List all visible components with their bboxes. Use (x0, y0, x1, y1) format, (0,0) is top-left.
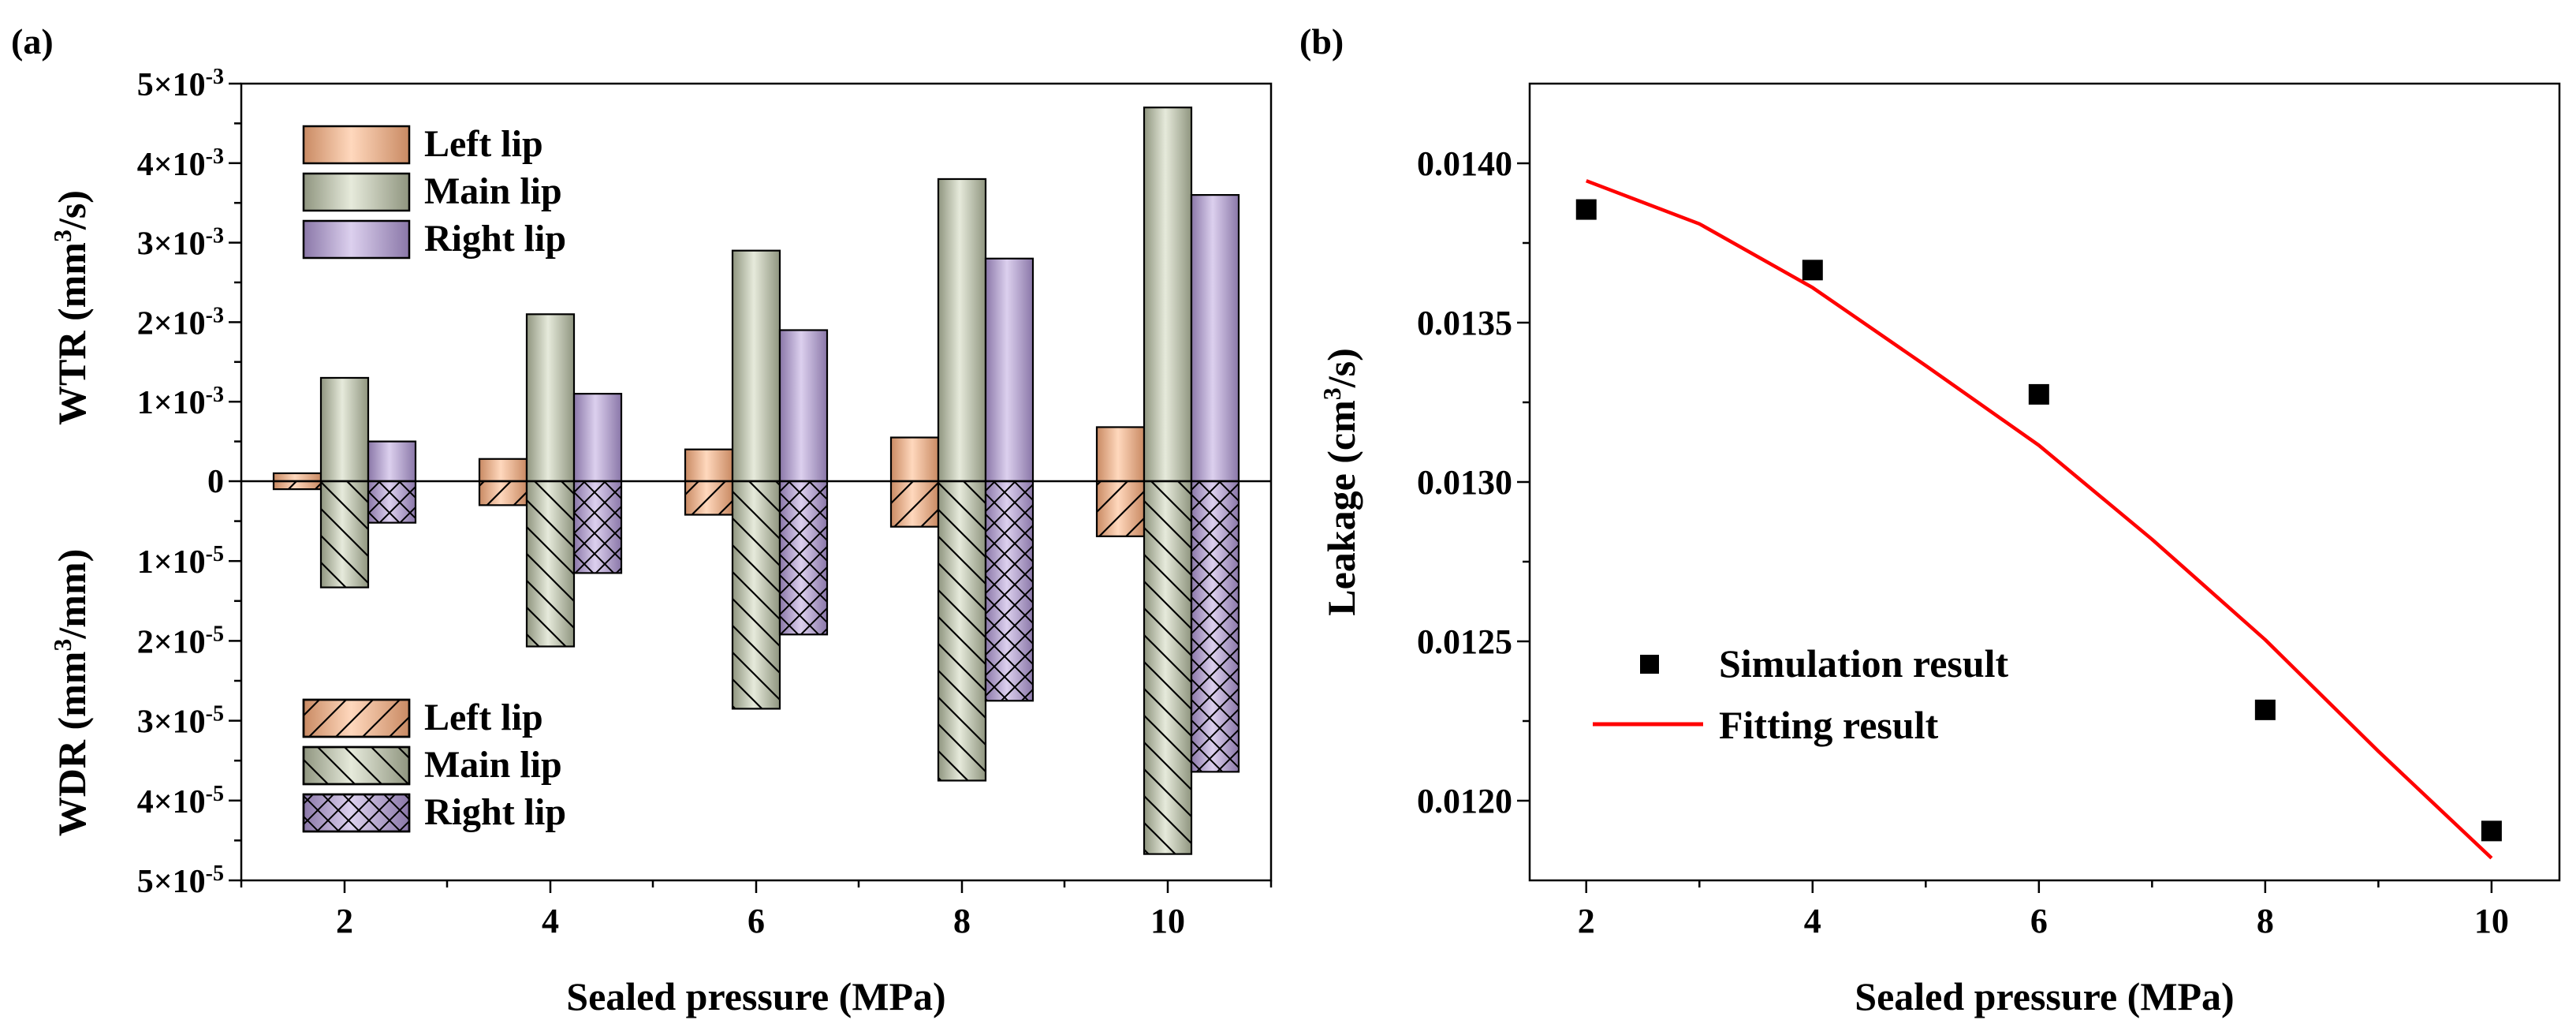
legend-hatch-main-lip (302, 745, 411, 786)
x-tick-label-a-2: 2 (336, 902, 353, 940)
bar-wtr-right-lip-2 (367, 440, 417, 483)
y-tick-label-b-0.0135: 0.0135 (1417, 304, 1512, 342)
y-tick-label-wdr-5: 5×10-5 (137, 861, 224, 901)
bar-wtr-main-lip-8 (937, 177, 987, 483)
legend-wdr: Left lip Main lip Right lip (302, 697, 566, 833)
x-tick-label-b-10: 10 (2474, 902, 2509, 940)
panel-b-axes: 2 4 6 8 10 0.0120 0.0125 0.0130 0.0135 0.0140 (1417, 144, 2509, 940)
legend-label-main-lip-wdr: Main lip (424, 744, 562, 786)
x-tick-label-b-6: 6 (2030, 902, 2048, 940)
y-tick-label-wdr-4: 4×10-5 (137, 781, 224, 820)
wdr-axis-label: WDR (mm3/mm) (48, 549, 94, 837)
y-tick-label-wtr-4: 4×10-3 (137, 144, 224, 183)
bar-wtr-main-lip-4 (525, 313, 576, 483)
y-tick-label-wtr-1: 1×10-3 (137, 383, 224, 422)
x-tick-label-a-4: 4 (542, 902, 559, 940)
y-tick-label-wdr-1: 1×10-5 (137, 542, 224, 581)
legend-hatch-right-lip (302, 793, 411, 833)
wtr-axis-label: WTR (mm3/s) (48, 190, 94, 425)
x-tick-label-b-2: 2 (1578, 902, 1595, 940)
bar-wdr-hatch-left-lip-10 (1095, 480, 1146, 537)
legend-label-main-lip: Main lip (424, 170, 562, 212)
bar-wdr-hatch-main-lip-6 (731, 480, 781, 710)
panel-b-frame (1528, 82, 2561, 882)
bar-wdr-hatch-left-lip-4 (478, 480, 528, 506)
simulation-point-6 (2028, 383, 2049, 405)
bar-wdr-hatch-right-lip-2 (367, 480, 417, 524)
bar-wtr-main-lip-10 (1143, 106, 1193, 483)
legend-label-fitting: Fitting result (1719, 703, 1939, 747)
legend-hatch-left-lip (302, 698, 411, 738)
bar-wdr-hatch-right-lip-6 (778, 480, 829, 636)
y-tick-label-wtr-2: 2×10-3 (137, 303, 224, 342)
bar-wtr-right-lip-10 (1190, 194, 1240, 483)
panel-a: (a) 2 4 6 8 10 1×10-3 2×10-3 3×10-3 4×10-3 5×10-3… (11, 21, 1273, 1018)
x-tick-label-b-4: 4 (1804, 902, 1821, 940)
legend-label-right-lip: Right lip (424, 218, 566, 260)
simulation-point-4 (1802, 260, 1823, 281)
legend-label-left-lip-wdr: Left lip (424, 697, 543, 738)
legend-marker-simulation (1640, 655, 1659, 674)
bar-wtr-main-lip-2 (319, 376, 370, 483)
legend-label-right-lip-wdr: Right lip (424, 791, 566, 833)
legend-swatch-main-lip (302, 172, 411, 212)
bar-wtr-right-lip-6 (778, 329, 829, 483)
panel-b-x-axis-label: Sealed pressure (MPa) (1855, 974, 2234, 1018)
y-tick-label-b-0.0130: 0.0130 (1417, 463, 1512, 502)
y-tick-label-b-0.0120: 0.0120 (1417, 782, 1512, 820)
legend-label-left-lip: Left lip (424, 123, 543, 165)
bar-wdr-hatch-main-lip-10 (1143, 480, 1193, 855)
y-tick-label-wtr-5: 5×10-3 (137, 65, 224, 104)
fitting-result-line (1585, 179, 2493, 860)
bar-wtr-left-lip-10 (1095, 426, 1146, 483)
bar-wdr-hatch-right-lip-4 (572, 480, 623, 574)
bar-wdr-hatch-left-lip-8 (889, 480, 940, 528)
panel-b-plot (1575, 179, 2502, 860)
y-tick-label-wdr-3: 3×10-5 (137, 701, 224, 741)
legend-wtr: Left lip Main lip Right lip (302, 123, 566, 260)
bar-wtr-left-lip-8 (889, 436, 940, 483)
bar-wtr-left-lip-4 (478, 458, 528, 483)
panel-a-x-axis-label: Sealed pressure (MPa) (566, 974, 945, 1018)
bar-wdr-hatch-right-lip-8 (984, 480, 1035, 702)
panel-b-label: (b) (1299, 21, 1344, 62)
legend-b: Simulation result Fitting result (1593, 641, 2009, 747)
bar-wtr-main-lip-6 (731, 249, 781, 483)
simulation-point-10 (2481, 820, 2502, 842)
x-tick-label-a-6: 6 (747, 902, 765, 940)
leakage-axis-label: Leakage (cm3/s) (1318, 348, 1363, 616)
panel-a-axes: 2 4 6 8 10 1×10-3 2×10-3 3×10-3 4×10-3 5×10-3 1×10… (137, 65, 1273, 940)
y-tick-label-b-0.0140: 0.0140 (1417, 144, 1512, 183)
bar-wtr-right-lip-4 (572, 393, 623, 483)
simulation-point-2 (1575, 199, 1597, 220)
legend-swatch-left-lip (302, 125, 411, 165)
y-tick-label-wdr-2: 2×10-5 (137, 622, 224, 661)
bar-wdr-hatch-right-lip-10 (1190, 480, 1240, 773)
x-tick-label-a-8: 8 (953, 902, 971, 940)
panel-a-bars (272, 106, 1240, 855)
y-tick-label-wtr-3: 3×10-3 (137, 223, 224, 263)
bar-wdr-hatch-main-lip-4 (525, 480, 576, 648)
x-tick-label-b-8: 8 (2257, 902, 2274, 940)
y-tick-label-b-0.0125: 0.0125 (1417, 622, 1512, 661)
simulation-point-8 (2254, 699, 2276, 720)
panel-b: (b) 2 4 6 8 10 0.0120 0.0125 0.0130 0.0135 0.0140… (1299, 21, 2561, 1018)
bar-wtr-left-lip-2 (272, 472, 322, 483)
bar-wdr-hatch-main-lip-8 (937, 480, 987, 782)
panel-a-label: (a) (11, 21, 54, 62)
bar-wdr-hatch-left-lip-2 (272, 480, 322, 491)
bar-wdr-hatch-left-lip-6 (684, 480, 734, 516)
bar-wdr-hatch-main-lip-2 (319, 480, 370, 588)
legend-swatch-right-lip (302, 219, 411, 260)
legend-label-simulation: Simulation result (1719, 641, 2009, 686)
bar-wtr-left-lip-6 (684, 448, 734, 483)
bar-wtr-right-lip-8 (984, 257, 1035, 483)
zero-tick-label: 0 (207, 464, 224, 500)
x-tick-label-a-10: 10 (1150, 902, 1185, 940)
